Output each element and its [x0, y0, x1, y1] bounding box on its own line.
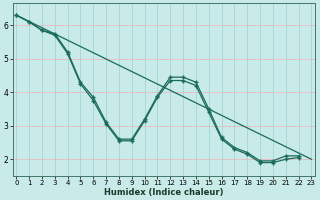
X-axis label: Humidex (Indice chaleur): Humidex (Indice chaleur) [104, 188, 224, 197]
